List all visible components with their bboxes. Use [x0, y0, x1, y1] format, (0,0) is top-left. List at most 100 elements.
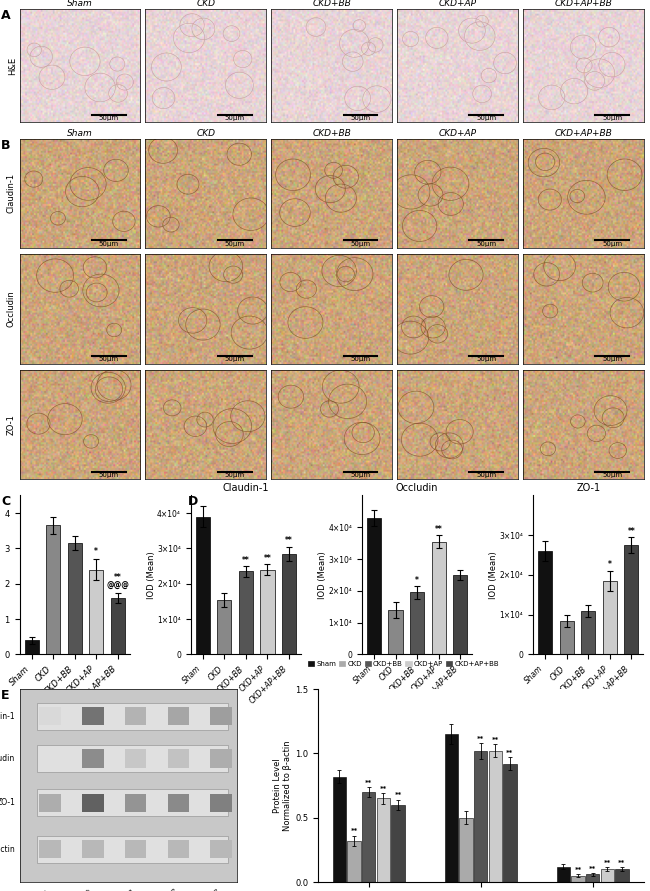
- Title: CKD: CKD: [196, 129, 215, 138]
- Bar: [168, 840, 189, 858]
- Title: Claudin-1: Claudin-1: [223, 483, 269, 494]
- Y-axis label: Protein Level
Normalized to β-actin: Protein Level Normalized to β-actin: [273, 740, 292, 831]
- Bar: [168, 794, 189, 812]
- Bar: [367, 518, 381, 654]
- Text: **: **: [365, 780, 372, 786]
- Y-axis label: IOD (Mean): IOD (Mean): [318, 551, 327, 599]
- Bar: [82, 840, 103, 858]
- Bar: [196, 517, 210, 654]
- Text: E: E: [1, 689, 10, 702]
- Bar: [391, 805, 405, 882]
- Text: 50μm: 50μm: [476, 115, 497, 121]
- Bar: [474, 751, 488, 882]
- Text: 50μm: 50μm: [602, 472, 622, 478]
- Title: CKD+AP: CKD+AP: [438, 0, 476, 8]
- Title: Occludin: Occludin: [396, 483, 438, 494]
- Bar: [503, 764, 517, 882]
- Text: **: **: [492, 737, 499, 743]
- Bar: [125, 794, 146, 812]
- Bar: [37, 745, 228, 772]
- Text: 50μm: 50μm: [99, 115, 119, 121]
- Bar: [616, 870, 629, 882]
- Bar: [362, 792, 376, 882]
- Bar: [333, 777, 346, 882]
- Bar: [581, 610, 595, 654]
- Text: Occludin: Occludin: [0, 754, 15, 763]
- Text: Occludin: Occludin: [6, 290, 16, 327]
- Text: **: **: [285, 536, 293, 545]
- Bar: [125, 707, 146, 725]
- Text: **: **: [618, 860, 625, 866]
- Text: A: A: [1, 9, 11, 22]
- Text: **: **: [628, 527, 635, 535]
- Bar: [39, 707, 60, 725]
- Text: CKD+BB: CKD+BB: [110, 887, 136, 891]
- Bar: [571, 876, 585, 882]
- Title: ZO-1: ZO-1: [576, 483, 601, 494]
- Bar: [282, 553, 296, 654]
- Bar: [376, 798, 390, 882]
- Bar: [211, 794, 232, 812]
- Bar: [168, 707, 189, 725]
- Text: *: *: [94, 547, 98, 556]
- Text: **: **: [604, 860, 611, 866]
- Text: 50μm: 50μm: [225, 241, 245, 247]
- Text: 50μm: 50μm: [350, 472, 370, 478]
- Text: D: D: [187, 495, 198, 509]
- Text: 50μm: 50μm: [225, 472, 245, 478]
- Bar: [410, 593, 424, 654]
- Text: B: B: [1, 139, 11, 151]
- Legend: Sham, CKD, CKD+BB, CKD+AP, CKD+AP+BB: Sham, CKD, CKD+BB, CKD+AP, CKD+AP+BB: [305, 658, 502, 669]
- Text: 50μm: 50μm: [602, 241, 622, 247]
- Bar: [239, 571, 253, 654]
- Bar: [211, 840, 232, 858]
- Text: 50μm: 50μm: [602, 115, 622, 121]
- Bar: [432, 542, 446, 654]
- Bar: [453, 575, 467, 654]
- Bar: [82, 749, 103, 768]
- Text: 50μm: 50μm: [225, 356, 245, 363]
- Text: Claudin-1: Claudin-1: [0, 712, 15, 721]
- Bar: [389, 610, 402, 654]
- Bar: [82, 707, 103, 725]
- Title: CKD+BB: CKD+BB: [312, 129, 351, 138]
- Bar: [37, 789, 228, 816]
- Bar: [37, 836, 228, 862]
- Text: β-actin: β-actin: [0, 845, 15, 854]
- Text: CKD+AP: CKD+AP: [153, 887, 179, 891]
- Text: Claudin-1: Claudin-1: [6, 173, 16, 213]
- Text: **: **: [589, 866, 596, 871]
- Text: 50μm: 50μm: [476, 241, 497, 247]
- Text: 50μm: 50μm: [350, 115, 370, 121]
- Text: *: *: [415, 576, 419, 584]
- Bar: [46, 526, 60, 654]
- Bar: [37, 703, 228, 730]
- Text: **: **: [506, 750, 514, 756]
- Text: 50μm: 50μm: [602, 356, 622, 363]
- Text: **: **: [395, 792, 402, 798]
- Bar: [489, 751, 502, 882]
- Text: **: **: [380, 786, 387, 792]
- Text: 50μm: 50μm: [99, 241, 119, 247]
- Bar: [111, 598, 125, 654]
- Text: 50μm: 50μm: [476, 356, 497, 363]
- Bar: [39, 840, 60, 858]
- Bar: [89, 569, 103, 654]
- Bar: [601, 870, 614, 882]
- Text: @@@: @@@: [107, 581, 129, 590]
- Text: 50μm: 50μm: [99, 472, 119, 478]
- Bar: [68, 544, 82, 654]
- Text: 50μm: 50μm: [225, 115, 245, 121]
- Bar: [603, 581, 617, 654]
- Title: CKD+BB: CKD+BB: [312, 0, 351, 8]
- Bar: [586, 874, 599, 882]
- Bar: [125, 749, 146, 768]
- Text: 50μm: 50μm: [99, 356, 119, 363]
- Text: C: C: [1, 495, 10, 509]
- Text: **: **: [264, 554, 271, 563]
- Title: CKD+AP+BB: CKD+AP+BB: [554, 129, 612, 138]
- Bar: [168, 749, 189, 768]
- Bar: [560, 621, 574, 654]
- Bar: [82, 794, 103, 812]
- Bar: [556, 867, 570, 882]
